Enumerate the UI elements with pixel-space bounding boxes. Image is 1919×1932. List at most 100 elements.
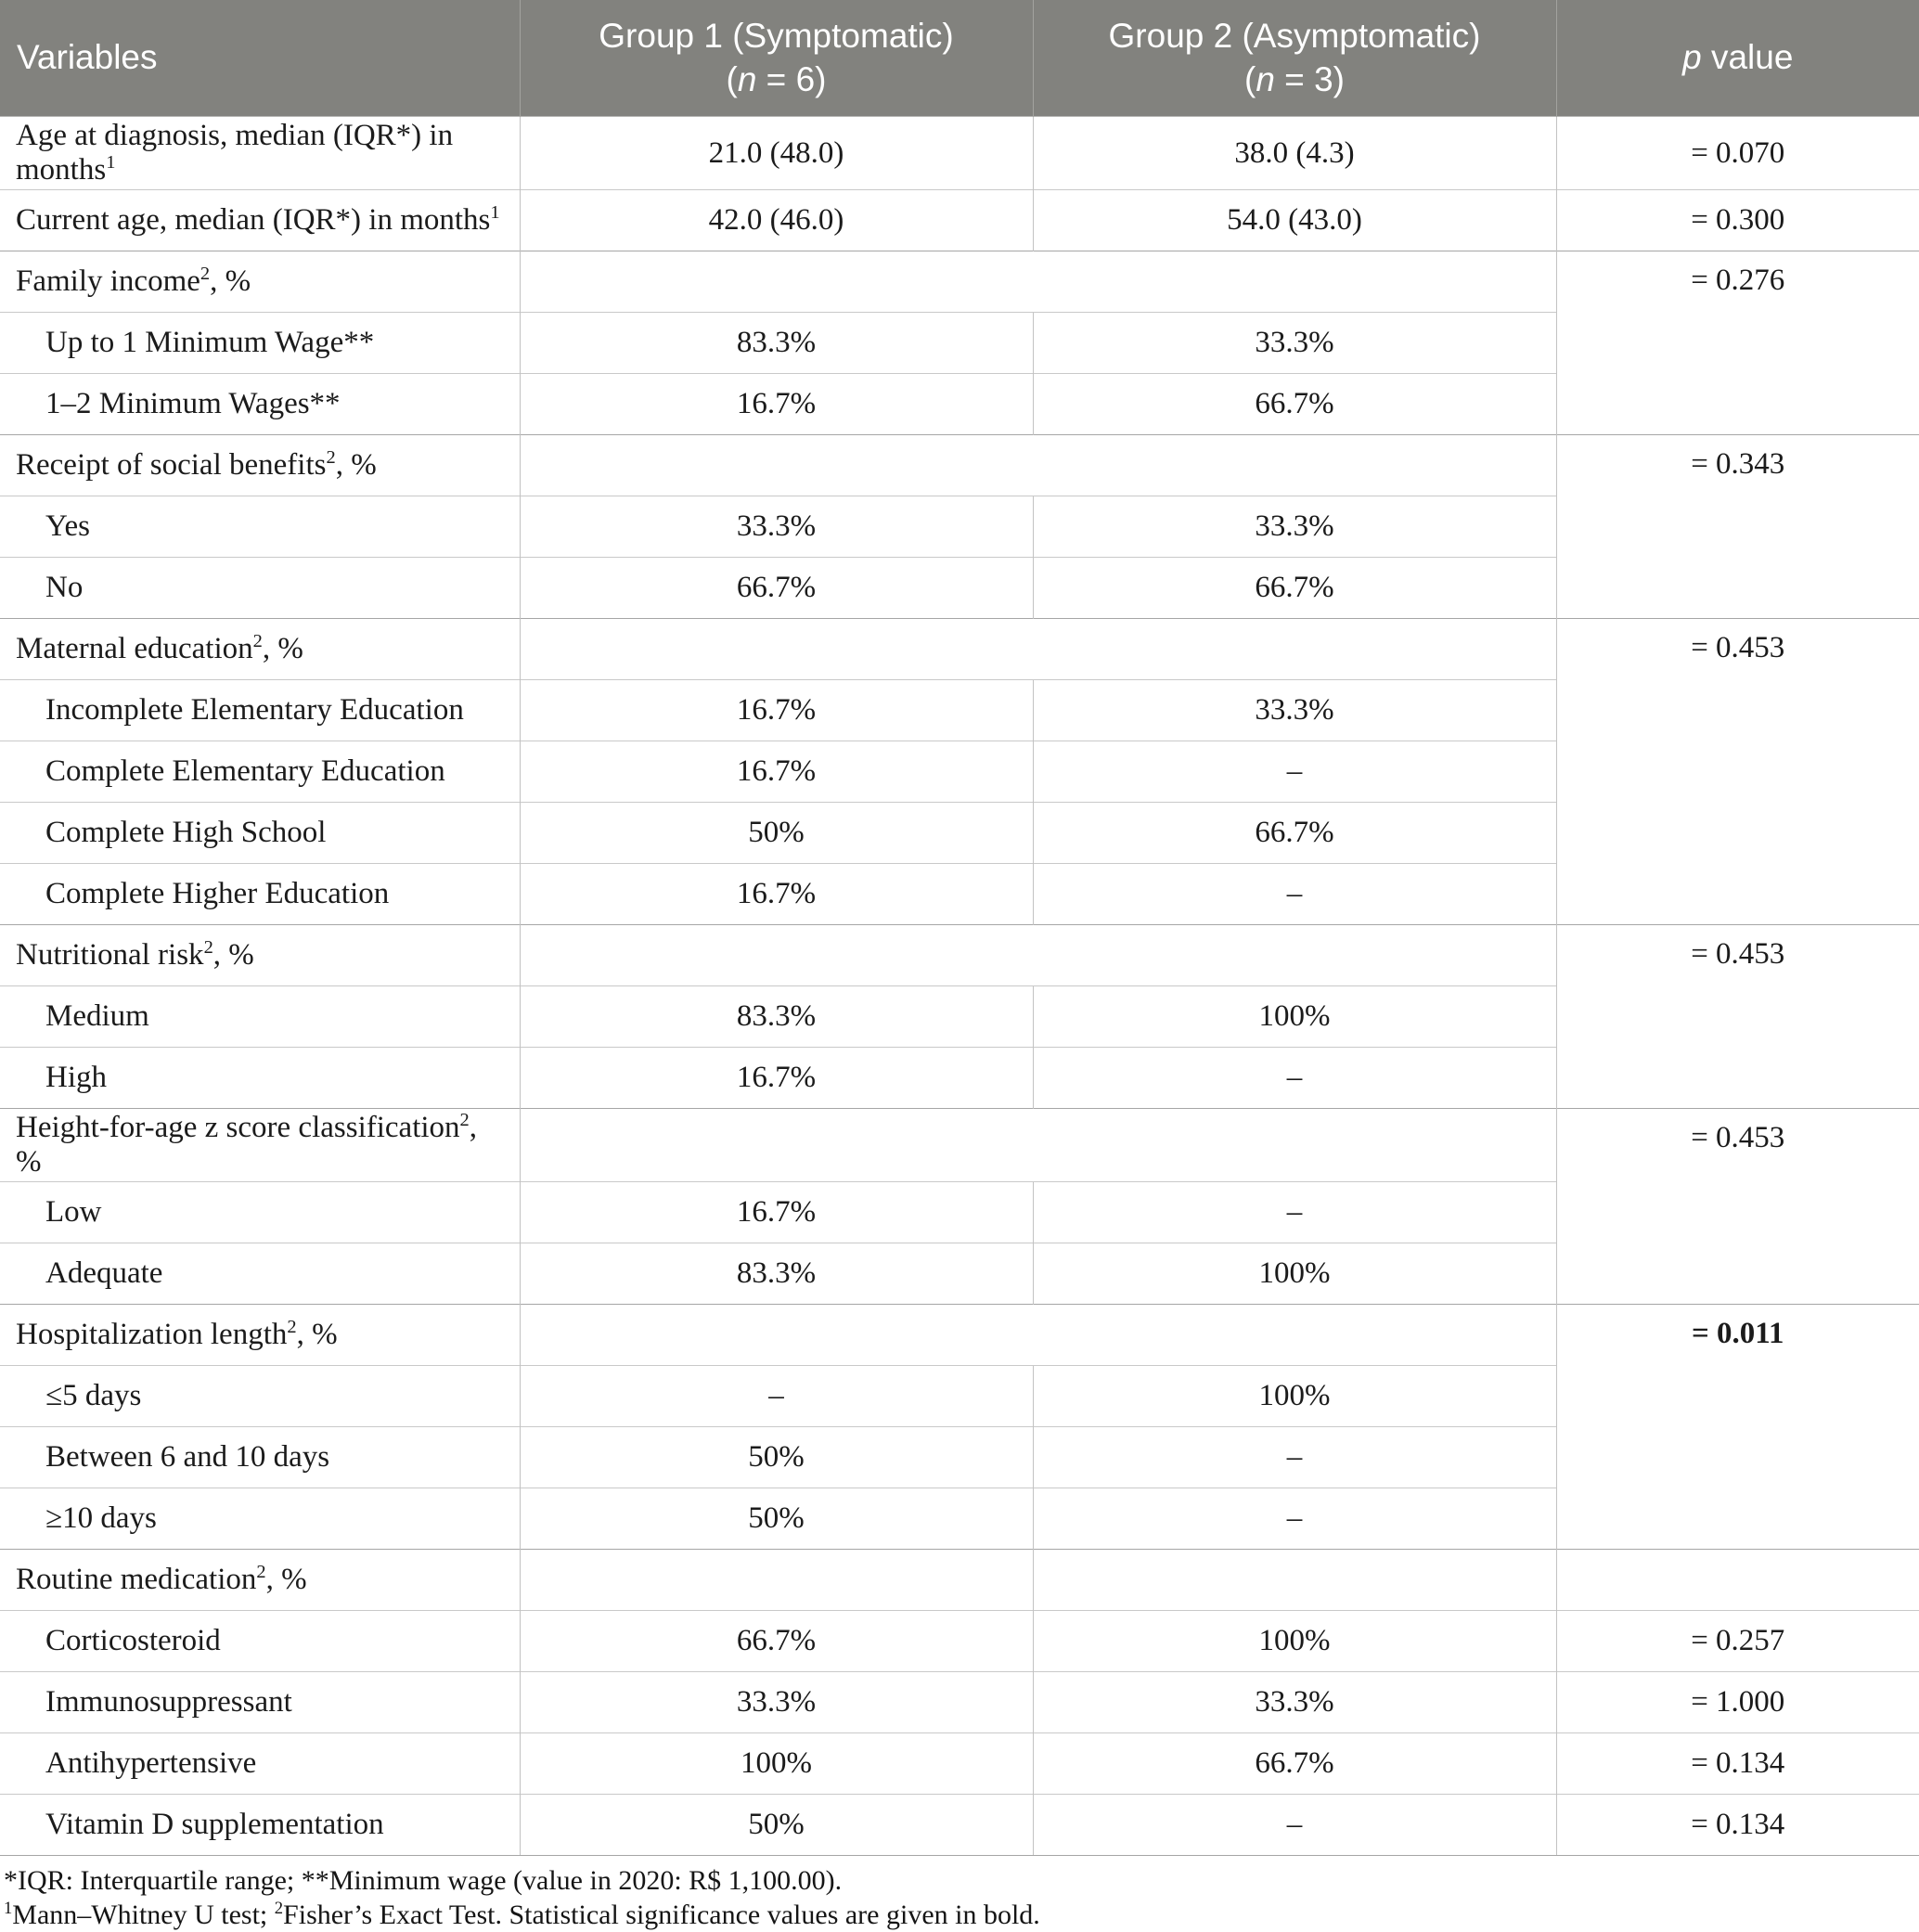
section-row-hospitalization-length: Hospitalization length2, % = 0.011 (0, 1304, 1919, 1550)
cell-group1-value: 16.7% (519, 741, 1033, 803)
cell-pvalue: = 0.453 (1555, 924, 1919, 1109)
cell-group1-value: 50% (519, 1794, 1033, 1856)
cell-variable: Complete Higher Education (0, 863, 520, 925)
cell-group1-value: 66.7% (519, 557, 1033, 619)
cell-variable: High (0, 1047, 520, 1109)
cell-variable: Receipt of social benefits2, % (0, 434, 520, 496)
cell-group1-value: 83.3% (519, 985, 1033, 1048)
table-row-complete-elementary: Complete Elementary Education 16.7% – (0, 741, 1919, 803)
cell-group1-value: 100% (519, 1732, 1033, 1795)
section-row-maternal-education: Maternal education2, % = 0.453 (0, 618, 1919, 925)
header-row: Variables Group 1 (Symptomatic) (n = 6) … (0, 0, 1919, 117)
cell-variable: Routine medication2, % (0, 1549, 520, 1611)
header-variables-label: Variables (17, 38, 158, 77)
cell-variable: Hospitalization length2, % (0, 1304, 520, 1366)
cell-merged-empty (519, 434, 1556, 496)
cell-variable: Family income2, % (0, 251, 520, 313)
cell-variable: Complete High School (0, 802, 520, 864)
cell-group1-value: 42.0 (46.0) (519, 189, 1033, 251)
cell-group1-value: 50% (519, 1488, 1033, 1550)
table-row-corticosteroid: Corticosteroid 66.7% 100% = 0.257 (0, 1610, 1919, 1672)
cell-pvalue-empty (1555, 1549, 1919, 1611)
table-row-1-2-minimum-wages: 1–2 Minimum Wages** 16.7% 66.7% (0, 373, 1919, 435)
table-row-zscore-adequate: Adequate 83.3% 100% (0, 1243, 1919, 1305)
cell-group1-value: 16.7% (519, 1181, 1033, 1243)
cell-group2-value: 100% (1032, 1610, 1556, 1672)
table-footnotes: *IQR: Interquartile range; **Minimum wag… (0, 1856, 1919, 1932)
cell-group1-value: 21.0 (48.0) (519, 116, 1033, 190)
cell-group1-value: 16.7% (519, 679, 1033, 741)
table-row-risk-medium: Medium 83.3% 100% (0, 985, 1919, 1048)
header-group2-n: (n = 3) (1244, 59, 1345, 98)
cell-pvalue: = 0.343 (1555, 434, 1919, 619)
cell-group2-value: – (1032, 1181, 1556, 1243)
cell-variable: Low (0, 1181, 520, 1243)
cell-group2-value: – (1032, 1047, 1556, 1109)
cell-group1-value: 50% (519, 1426, 1033, 1488)
cell-group2-value: 100% (1032, 1243, 1556, 1305)
table-row-5-days-or-less: ≤5 days – 100% (0, 1365, 1919, 1427)
header-variables: Variables (0, 0, 520, 117)
footnote-tests: 1Mann–Whitney U test; 2Fisher’s Exact Te… (4, 1899, 1040, 1930)
cell-group2-value: 54.0 (43.0) (1032, 189, 1556, 251)
section-row-nutritional-risk: Nutritional risk2, % = 0.453 (0, 924, 1919, 1109)
cell-variable: Incomplete Elementary Education (0, 679, 520, 741)
cell-pvalue: = 0.134 (1555, 1794, 1919, 1856)
cell-group1-value: 33.3% (519, 1671, 1033, 1733)
comparison-table: Variables Group 1 (Symptomatic) (n = 6) … (0, 0, 1919, 1856)
section-row-height-for-age: Height-for-age z score classification2, … (0, 1108, 1919, 1305)
cell-variable: Antihypertensive (0, 1732, 520, 1795)
cell-group2-value: 100% (1032, 1365, 1556, 1427)
table-header: Variables Group 1 (Symptomatic) (n = 6) … (0, 0, 1919, 117)
table-row-benefits-yes: Yes 33.3% 33.3% (0, 496, 1919, 558)
cell-variable: Corticosteroid (0, 1610, 520, 1672)
cell-group1-value: 16.7% (519, 1047, 1033, 1109)
cell-variable: ≥10 days (0, 1488, 520, 1550)
cell-group1-value: – (519, 1365, 1033, 1427)
cell-variable: Between 6 and 10 days (0, 1426, 520, 1488)
section-row-routine-medication: Routine medication2, % (0, 1549, 1919, 1611)
section-row-family-income: Family income2, % = 0.276 (0, 251, 1919, 435)
cell-group2-value: 66.7% (1032, 1732, 1556, 1795)
cell-merged-empty (519, 1304, 1556, 1366)
cell-merged-empty (519, 251, 1556, 313)
footnote-abbreviations: *IQR: Interquartile range; **Minimum wag… (4, 1865, 843, 1896)
cell-group2-value: 33.3% (1032, 496, 1556, 558)
cell-group2-value: 66.7% (1032, 802, 1556, 864)
cell-group1-empty (519, 1549, 1033, 1611)
table-row-complete-high-school: Complete High School 50% 66.7% (0, 802, 1919, 864)
cell-pvalue-significant: = 0.011 (1555, 1304, 1919, 1550)
cell-pvalue: = 0.257 (1555, 1610, 1919, 1672)
cell-group2-value: 100% (1032, 985, 1556, 1048)
header-group1-n: (n = 6) (726, 59, 827, 98)
table-row-vitamin-d: Vitamin D supplementation 50% – = 0.134 (0, 1794, 1919, 1856)
table-row-between-6-and-10-days: Between 6 and 10 days 50% – (0, 1426, 1919, 1488)
cell-group2-value: – (1032, 1794, 1556, 1856)
cell-variable: No (0, 557, 520, 619)
cell-variable: Adequate (0, 1243, 520, 1305)
cell-merged-empty (519, 1108, 1556, 1182)
table-row-benefits-no: No 66.7% 66.7% (0, 557, 1919, 619)
cell-group2-value: – (1032, 741, 1556, 803)
cell-group1-value: 66.7% (519, 1610, 1033, 1672)
table-row-immunosuppressant: Immunosuppressant 33.3% 33.3% = 1.000 (0, 1671, 1919, 1733)
cell-merged-empty (519, 618, 1556, 680)
cell-group1-value: 16.7% (519, 373, 1033, 435)
cell-variable: Vitamin D supplementation (0, 1794, 520, 1856)
cell-variable: ≤5 days (0, 1365, 520, 1427)
table-row-age-at-diagnosis: Age at diagnosis, median (IQR*) in month… (0, 116, 1919, 190)
table-row-complete-higher-education: Complete Higher Education 16.7% – (0, 863, 1919, 925)
table-body: Age at diagnosis, median (IQR*) in month… (0, 116, 1919, 1856)
cell-variable: Age at diagnosis, median (IQR*) in month… (0, 116, 520, 190)
cell-group1-value: 83.3% (519, 312, 1033, 374)
cell-group2-value: 66.7% (1032, 373, 1556, 435)
table-row-incomplete-elementary: Incomplete Elementary Education 16.7% 33… (0, 679, 1919, 741)
cell-variable: Current age, median (IQR*) in months1 (0, 189, 520, 251)
cell-group2-value: 33.3% (1032, 1671, 1556, 1733)
cell-group1-value: 83.3% (519, 1243, 1033, 1305)
cell-group2-value: – (1032, 1426, 1556, 1488)
cell-pvalue: = 0.453 (1555, 618, 1919, 925)
cell-variable: Medium (0, 985, 520, 1048)
cell-variable: Nutritional risk2, % (0, 924, 520, 986)
table-row-antihypertensive: Antihypertensive 100% 66.7% = 0.134 (0, 1732, 1919, 1795)
